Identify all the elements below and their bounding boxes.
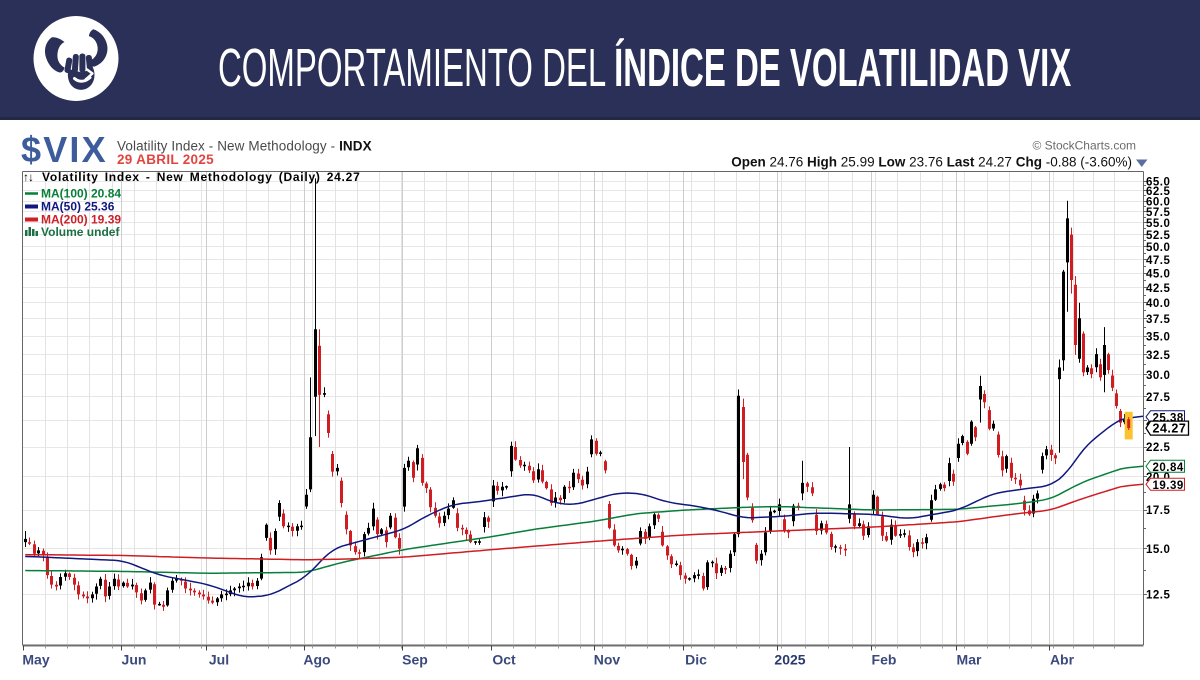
svg-text:Abr: Abr (1050, 652, 1075, 668)
svg-text:Dic: Dic (685, 652, 707, 668)
svg-text:55.0: 55.0 (1146, 218, 1170, 230)
svg-text:20.84: 20.84 (1153, 462, 1184, 474)
svg-text:62.5: 62.5 (1146, 186, 1170, 198)
svg-text:Ago: Ago (303, 652, 330, 668)
svg-text:15.0: 15.0 (1146, 544, 1170, 556)
svg-text:MA(200) 19.39: MA(200) 19.39 (41, 213, 121, 227)
svg-text:37.5: 37.5 (1146, 314, 1170, 326)
svg-text:47.5: 47.5 (1146, 255, 1170, 267)
svg-text:17.5: 17.5 (1146, 505, 1170, 517)
svg-text:29 ABRIL 2025: 29 ABRIL 2025 (117, 152, 214, 167)
svg-text:57.5: 57.5 (1146, 207, 1170, 219)
svg-text:35.0: 35.0 (1146, 332, 1170, 344)
svg-text:24.27: 24.27 (1153, 422, 1187, 436)
svg-text:↑↓: ↑↓ (23, 170, 33, 184)
svg-text:Volatility Index - New Methodo: Volatility Index - New Methodology - IND… (117, 139, 372, 154)
svg-text:12.5: 12.5 (1146, 590, 1170, 602)
svg-text:19.39: 19.39 (1153, 480, 1184, 492)
svg-text:MA(50) 25.36: MA(50) 25.36 (41, 200, 115, 214)
svg-text:© StockCharts.com: © StockCharts.com (1032, 139, 1136, 153)
svg-text:42.5: 42.5 (1146, 283, 1170, 295)
svg-text:32.5: 32.5 (1146, 350, 1170, 362)
svg-text:52.5: 52.5 (1146, 230, 1170, 242)
svg-text:Jun: Jun (122, 652, 147, 668)
svg-text:60.0: 60.0 (1146, 196, 1170, 208)
svg-text:50.0: 50.0 (1146, 242, 1170, 254)
svg-text:Jul: Jul (209, 652, 229, 668)
svg-text:65.0: 65.0 (1146, 176, 1170, 188)
svg-text:30.0: 30.0 (1146, 370, 1170, 382)
svg-text:May: May (22, 652, 49, 668)
svg-text:$VIX: $VIX (21, 129, 108, 170)
svg-text:Nov: Nov (594, 652, 621, 668)
svg-text:Volatility Index - New Methodo: Volatility Index - New Methodology (Dail… (42, 170, 361, 184)
svg-text:Sep: Sep (402, 652, 428, 668)
svg-text:45.0: 45.0 (1146, 269, 1170, 281)
svg-text:Mar: Mar (957, 652, 982, 668)
svg-text:22.5: 22.5 (1146, 442, 1170, 454)
svg-text:2025: 2025 (774, 652, 805, 668)
svg-text:Oct: Oct (492, 652, 516, 668)
svg-text:Feb: Feb (872, 652, 897, 668)
svg-text:Volume undef: Volume undef (41, 225, 120, 239)
svg-text:40.0: 40.0 (1146, 298, 1170, 310)
svg-text:Open 24.76 High 25.99 Low 23.7: Open 24.76 High 25.99 Low 23.76 Last 24.… (731, 155, 1132, 170)
svg-text:MA(100) 20.84: MA(100) 20.84 (41, 187, 121, 201)
svg-text:27.5: 27.5 (1146, 392, 1170, 404)
